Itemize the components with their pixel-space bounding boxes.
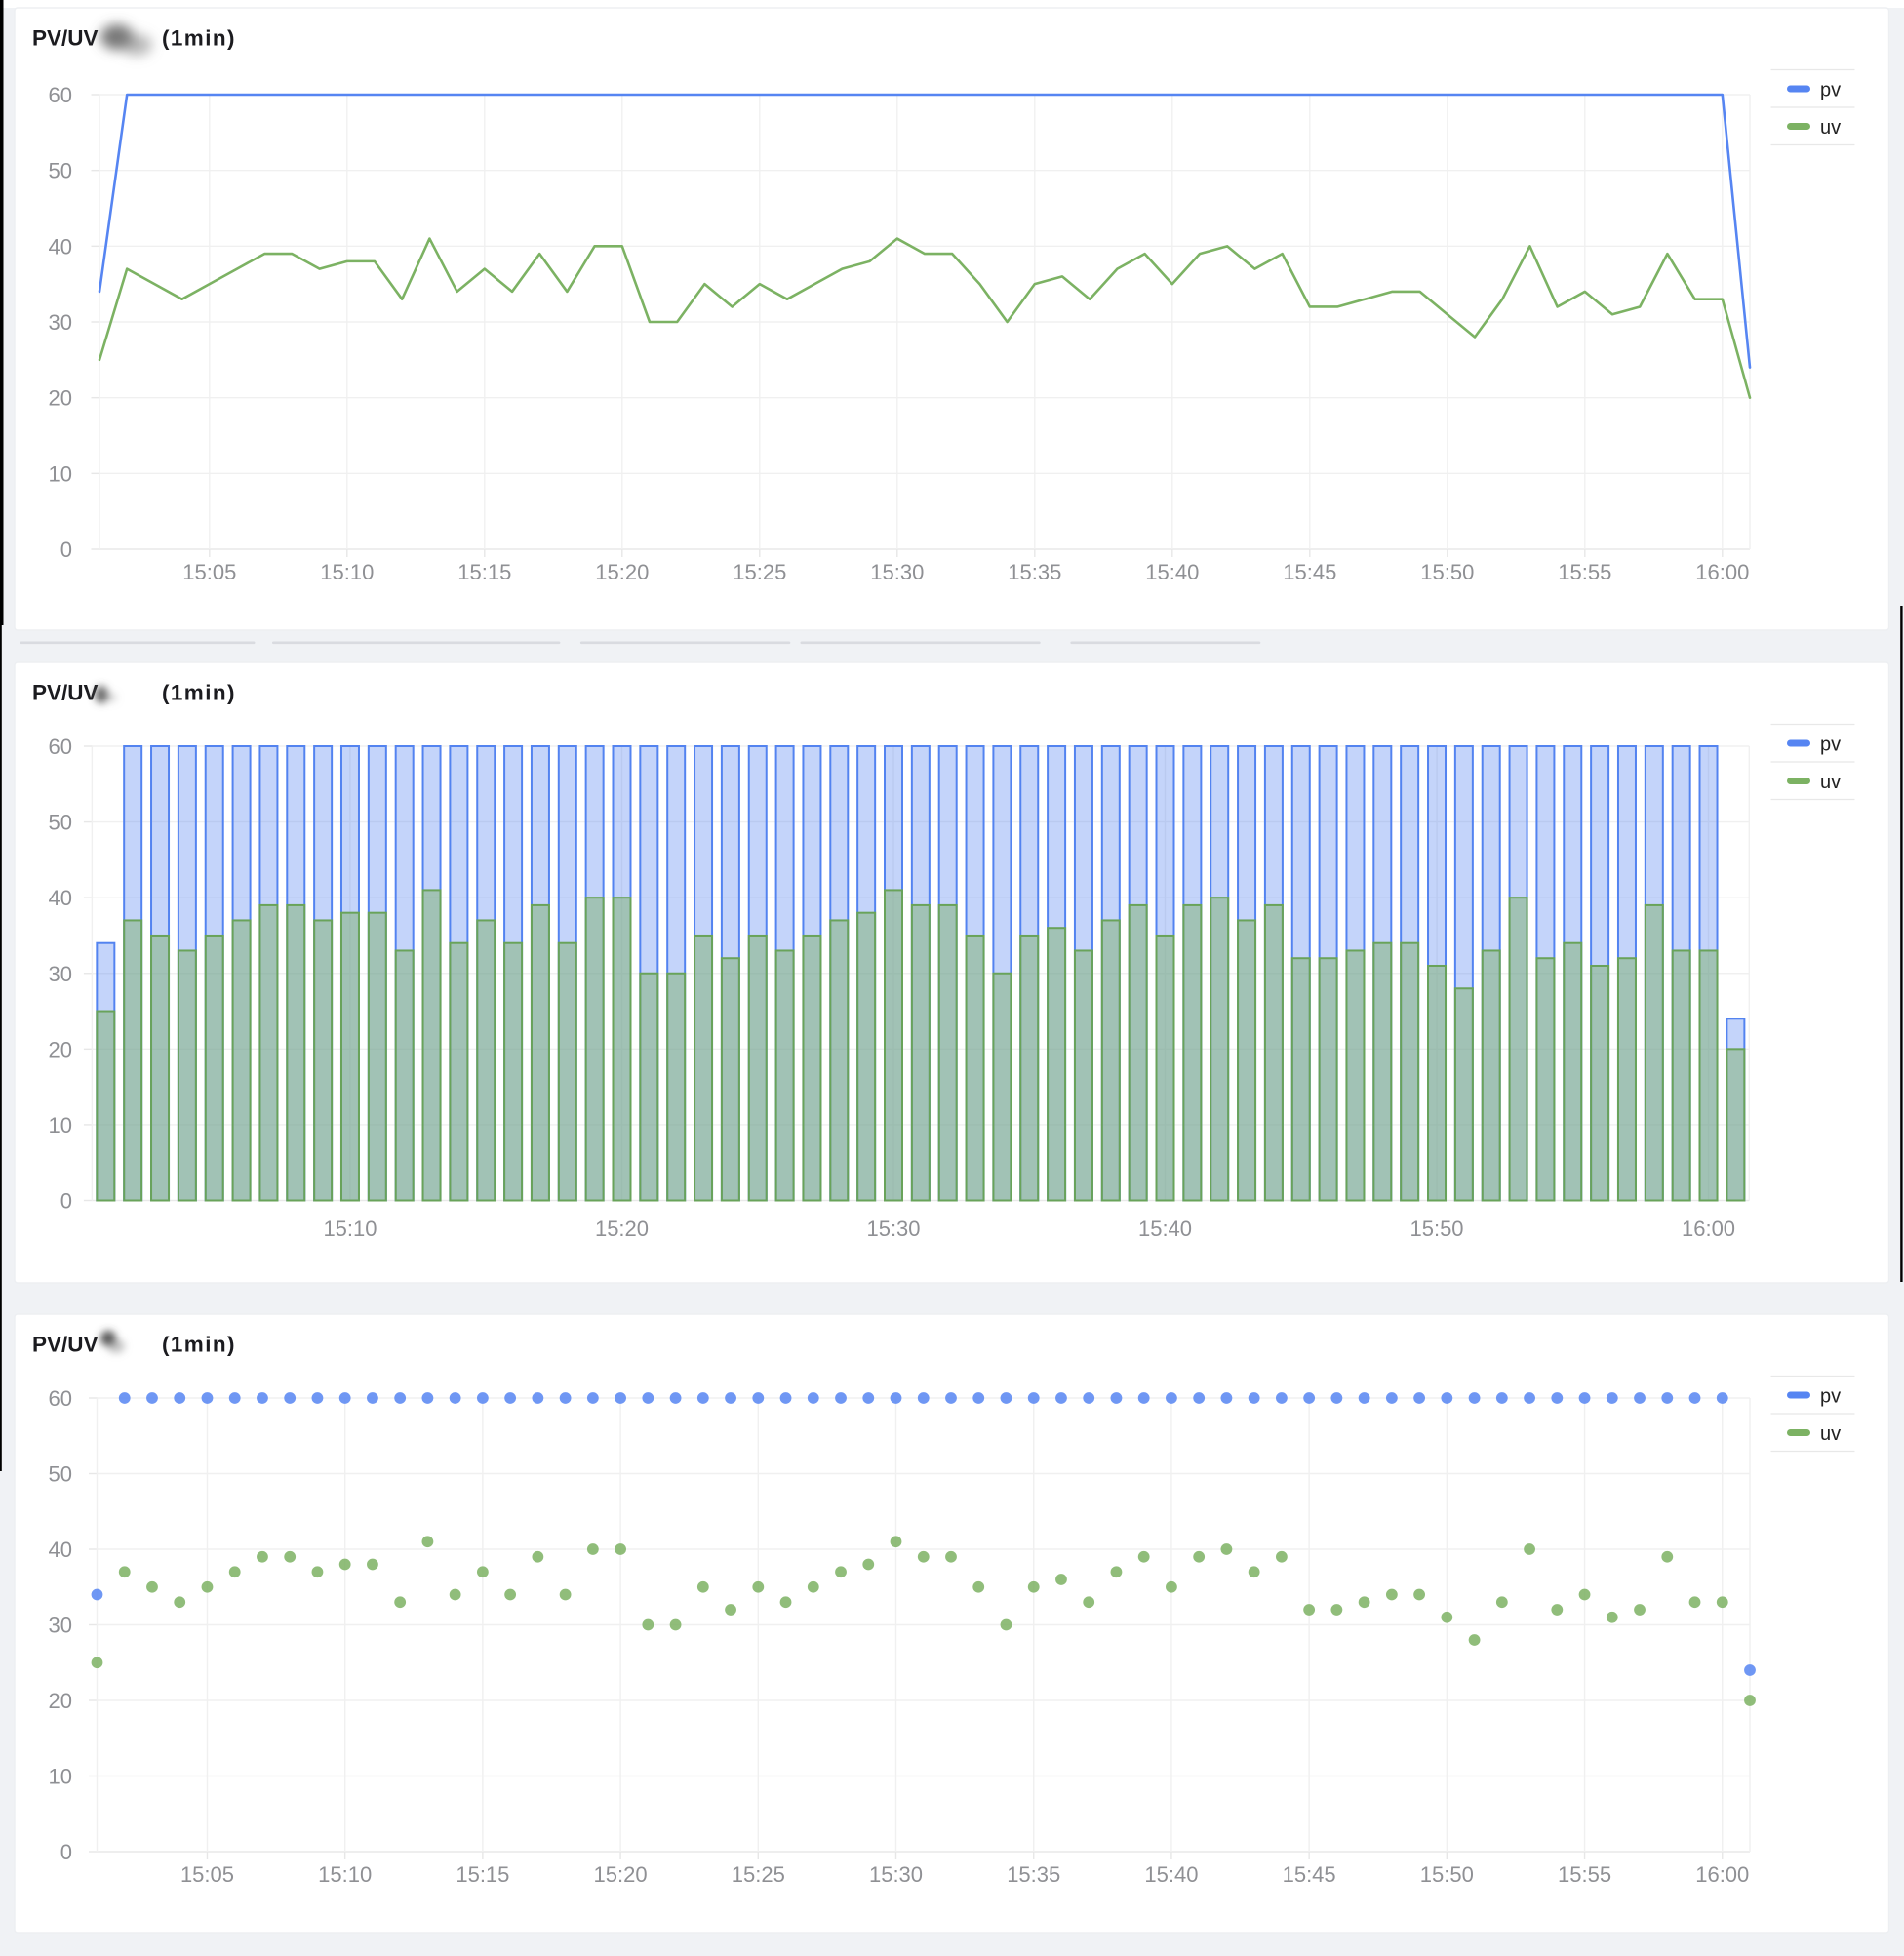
svg-text:50: 50 — [49, 159, 72, 183]
svg-text:10: 10 — [49, 1113, 72, 1138]
svg-text:15:10: 15:10 — [318, 1862, 372, 1887]
svg-text:50: 50 — [49, 1462, 72, 1487]
svg-text:pv: pv — [1820, 1386, 1841, 1408]
svg-text:15:55: 15:55 — [1558, 560, 1611, 584]
svg-text:15:05: 15:05 — [180, 1862, 234, 1887]
svg-text:15:30: 15:30 — [866, 1217, 920, 1241]
svg-text:15:10: 15:10 — [323, 1217, 377, 1241]
svg-text:15:15: 15:15 — [457, 560, 511, 584]
svg-text:16:00: 16:00 — [1682, 1217, 1735, 1241]
svg-text:15:40: 15:40 — [1145, 560, 1199, 584]
svg-text:10: 10 — [49, 1765, 72, 1789]
svg-text:20: 20 — [49, 1037, 72, 1061]
svg-text:(1min): (1min) — [162, 1333, 236, 1357]
svg-text:15:50: 15:50 — [1409, 1217, 1463, 1241]
svg-text:30: 30 — [49, 1614, 72, 1638]
svg-text:30: 30 — [49, 310, 72, 335]
svg-text:uv: uv — [1820, 1423, 1841, 1445]
svg-text:15:50: 15:50 — [1420, 1862, 1474, 1887]
svg-text:15:35: 15:35 — [1007, 1862, 1060, 1887]
svg-text:10: 10 — [49, 461, 72, 486]
svg-text:60: 60 — [49, 1386, 72, 1411]
svg-text:30: 30 — [49, 962, 72, 986]
svg-text:16:00: 16:00 — [1695, 560, 1749, 584]
svg-text:60: 60 — [49, 735, 72, 759]
svg-text:15:20: 15:20 — [595, 1217, 649, 1241]
svg-text:15:20: 15:20 — [594, 1862, 648, 1887]
svg-text:(1min): (1min) — [162, 26, 236, 51]
svg-text:15:45: 15:45 — [1283, 1862, 1336, 1887]
svg-text:15:15: 15:15 — [456, 1862, 509, 1887]
svg-text:uv: uv — [1820, 772, 1841, 793]
svg-text:15:40: 15:40 — [1138, 1217, 1192, 1241]
svg-text:20: 20 — [49, 1689, 72, 1713]
svg-text:uv: uv — [1820, 117, 1841, 139]
svg-text:0: 0 — [60, 1189, 72, 1214]
svg-text:15:50: 15:50 — [1420, 560, 1474, 584]
svg-text:15:35: 15:35 — [1008, 560, 1061, 584]
svg-text:60: 60 — [49, 83, 72, 107]
svg-text:15:25: 15:25 — [733, 560, 786, 584]
svg-text:15:30: 15:30 — [870, 560, 924, 584]
svg-text:15:40: 15:40 — [1144, 1862, 1198, 1887]
svg-text:40: 40 — [49, 1537, 72, 1562]
svg-text:16:00: 16:00 — [1695, 1862, 1749, 1887]
svg-text:15:05: 15:05 — [182, 560, 236, 584]
svg-text:15:55: 15:55 — [1558, 1862, 1611, 1887]
svg-text:0: 0 — [60, 538, 72, 562]
svg-text:15:45: 15:45 — [1283, 560, 1336, 584]
svg-text:pv: pv — [1820, 80, 1841, 101]
svg-text:pv: pv — [1820, 735, 1841, 756]
svg-text:15:30: 15:30 — [869, 1862, 923, 1887]
svg-text:50: 50 — [49, 811, 72, 835]
svg-text:15:25: 15:25 — [732, 1862, 785, 1887]
svg-text:0: 0 — [60, 1840, 72, 1864]
svg-text:15:20: 15:20 — [595, 560, 649, 584]
svg-text:15:10: 15:10 — [320, 560, 374, 584]
svg-text:PV/UV: PV/UV — [32, 1333, 99, 1357]
svg-text:PV/UV: PV/UV — [32, 26, 99, 51]
svg-text:PV/UV: PV/UV — [32, 681, 99, 705]
svg-text:20: 20 — [49, 386, 72, 411]
svg-text:40: 40 — [49, 886, 72, 910]
svg-text:40: 40 — [49, 234, 72, 259]
svg-text:(1min): (1min) — [162, 681, 236, 705]
